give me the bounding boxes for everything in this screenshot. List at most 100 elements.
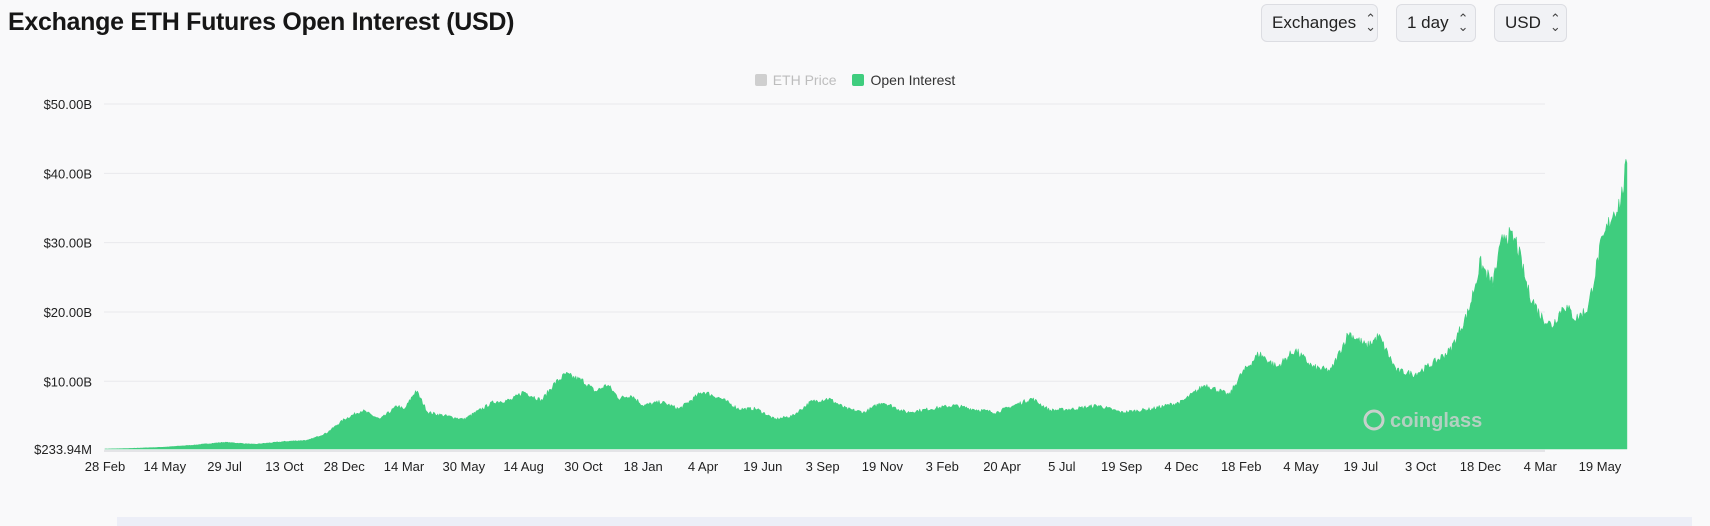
open-interest-point [510,399,513,402]
open-interest-point [474,411,477,414]
open-interest-point [678,408,681,411]
x-tick-label: 28 Dec [324,459,366,474]
open-interest-point [905,411,908,414]
open-interest-point [1204,383,1207,386]
open-interest-point [971,408,974,411]
open-interest-point [564,373,567,376]
open-interest-point [1539,314,1542,317]
open-interest-point [1347,331,1350,334]
x-tick-label: 19 Sep [1101,459,1142,474]
open-interest-chart[interactable]: $233.94M $10.00B $20.00B $30.00B $40.00B $50.… [0,0,1710,515]
open-interest-point [642,404,645,407]
open-interest-point [737,408,740,411]
open-interest-point [630,394,633,397]
x-tick-label: 30 May [442,459,485,474]
open-interest-point [1120,411,1123,414]
open-interest-point [719,397,722,400]
open-interest-point [953,404,956,407]
open-interest-point [1527,290,1530,293]
open-interest-point [104,448,107,451]
open-interest-point [343,418,346,421]
open-interest-point [1072,408,1075,411]
open-interest-point [1503,231,1506,234]
chevron-up-down-icon: ⌃ ⌄ [1549,11,1561,34]
open-interest-point [1395,369,1398,372]
open-interest-area[interactable] [104,159,1628,450]
open-interest-point [552,383,555,386]
open-interest-point [881,401,884,404]
open-interest-point [809,401,812,404]
open-interest-point [582,380,585,383]
open-interest-point [863,411,866,414]
open-interest-point [1377,335,1380,338]
interval-select-label: 1 day [1407,13,1449,32]
x-tick-label: 30 Oct [564,459,603,474]
open-interest-point [1619,200,1622,203]
x-tick-label: 5 Jul [1048,459,1076,474]
interval-select[interactable]: 1 day ⌃ ⌄ [1396,4,1476,42]
open-interest-point [444,415,447,418]
open-interest-point [995,411,998,414]
chart-zoom-scrollbar[interactable] [117,517,1692,526]
open-interest-point [1491,283,1494,286]
legend-item-eth-price[interactable]: ETH Price [754,72,837,88]
x-tick-label: 4 May [1283,459,1319,474]
page-title: Exchange ETH Futures Open Interest (USD) [8,8,515,36]
currency-select[interactable]: USD ⌃ ⌄ [1494,4,1567,42]
exchanges-select-label: Exchanges [1272,13,1357,32]
open-interest-point [1563,304,1566,307]
open-interest-point [1013,404,1016,407]
x-tick-label: 3 Oct [1405,459,1436,474]
open-interest-point [1180,401,1183,404]
x-tick-label: 14 May [143,459,186,474]
open-interest-point [702,390,705,393]
x-tick-label: 20 Apr [983,459,1021,474]
open-interest-point [1587,307,1590,310]
open-interest-point [223,441,226,444]
open-interest-point [929,408,932,411]
exchanges-select[interactable]: Exchanges ⌃ ⌄ [1261,4,1378,42]
open-interest-point [1048,409,1051,412]
open-interest-point [1228,394,1231,397]
legend-label-eth-price: ETH Price [772,72,837,88]
open-interest-point [397,404,400,407]
legend-swatch-open-interest [852,74,865,86]
open-interest-point [1240,373,1243,376]
x-tick-label: 4 Mar [1524,459,1558,474]
open-interest-point [1467,311,1470,314]
open-interest-point [1515,241,1518,244]
open-interest-point [773,418,776,421]
open-interest-point [1258,352,1261,355]
currency-select-label: USD [1505,13,1541,32]
open-interest-point [1431,363,1434,366]
open-interest-point [660,401,663,404]
x-tick-label: 4 Apr [688,459,719,474]
x-tick-label: 19 Jun [743,459,782,474]
series-open-interest[interactable] [104,159,1629,450]
open-interest-point [845,408,848,411]
legend-label-open-interest: Open Interest [870,72,956,88]
open-interest-point [361,409,364,412]
open-interest-point [1030,397,1033,400]
open-interest-point [1312,366,1315,369]
x-axis: 28 Feb 14 May 29 Jul 13 Oct 28 Dec 14 Mar 30 M… [85,450,1622,474]
x-tick-label: 18 Dec [1460,459,1502,474]
open-interest-point [1276,366,1279,369]
y-tick-label: $40.00B [44,166,92,181]
open-interest-point [307,439,310,442]
x-tick-label: 14 Mar [384,459,425,474]
open-interest-point [1294,349,1297,352]
y-axis: $233.94M $10.00B $20.00B $30.00B $40.00B $50.… [34,97,92,457]
y-tick-label: $50.00B [44,97,92,112]
legend-item-open-interest[interactable]: Open Interest [852,72,955,88]
open-interest-point [1575,317,1578,320]
x-tick-label: 28 Feb [85,459,125,474]
y-tick-label: $30.00B [44,236,92,251]
x-tick-label: 19 Jul [1343,459,1378,474]
x-tick-label: 4 Dec [1164,459,1198,474]
chevron-up-down-icon: ⌃ ⌄ [1457,11,1469,34]
open-interest-point [618,397,621,400]
x-tick-label: 19 May [1579,459,1622,474]
x-tick-label: 3 Sep [806,459,840,474]
y-tick-label: $233.94M [34,442,92,457]
